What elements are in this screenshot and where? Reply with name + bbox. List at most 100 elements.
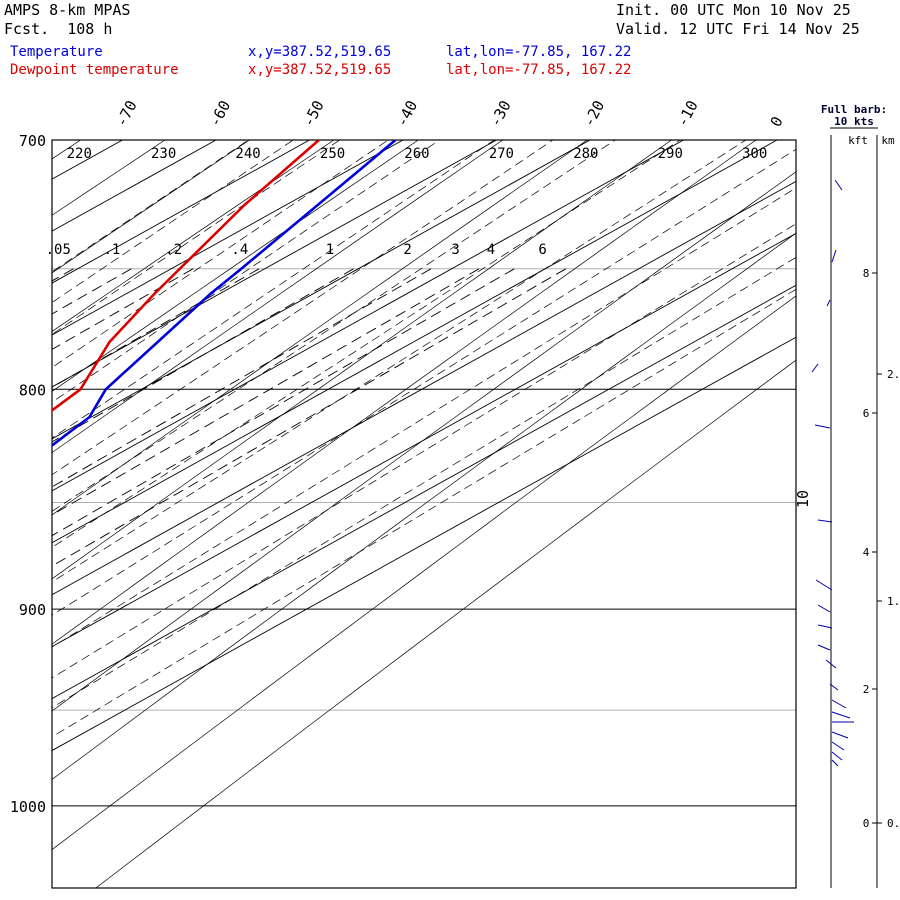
forecast-hour: Fcst. 108 h (4, 20, 113, 38)
dry-adiabat (95, 359, 796, 888)
mixing-ratio-line (52, 268, 567, 567)
dry-adiabat (52, 140, 757, 645)
isotherm-label: -70 (112, 98, 141, 130)
background-lines (0, 140, 796, 888)
moist-adiabat (52, 187, 796, 648)
moist-adiabat (52, 140, 495, 439)
moist-adiabat (52, 140, 441, 403)
mixing-ratio-line (52, 268, 354, 443)
wind-barb (831, 249, 837, 263)
init-time: Init. 00 UTC Mon 10 Nov 25 (616, 1, 851, 19)
wind-barb (831, 759, 839, 767)
mixing-ratio-label: .2 (165, 242, 182, 258)
isotherm-label: -20 (580, 98, 609, 130)
wind-barb (831, 751, 843, 761)
dry-adiabat (52, 140, 335, 332)
theta-label: 270 (489, 146, 514, 162)
moist-adiabat (52, 256, 796, 709)
isotherm-line (52, 140, 591, 440)
moist-adiabat (52, 140, 747, 583)
legend-dewpoint-label: Dewpoint temperature (10, 62, 179, 78)
legend-dewpoint-latlon: lat,lon=-77.85, 167.22 (446, 62, 632, 78)
kft-tick-label: 2 (863, 683, 870, 696)
kft-tick-label: 8 (863, 267, 870, 280)
theta-label: 230 (151, 146, 176, 162)
wind-barb (834, 179, 843, 191)
wind-barb (815, 579, 833, 591)
mixing-ratio-label: 6 (538, 242, 546, 258)
isotherm-label: -60 (206, 98, 235, 130)
plot-border (51, 139, 797, 889)
pressure-label: 900 (19, 601, 46, 619)
theta-label: 250 (320, 146, 345, 162)
wind-panel-units: 10 kts (834, 115, 874, 128)
isotherm-line (0, 140, 29, 888)
moist-adiabat (52, 148, 796, 616)
wind-barb (831, 731, 849, 739)
theta-label: 240 (235, 146, 260, 162)
dry-adiabat (52, 140, 166, 216)
theta-label: 290 (658, 146, 683, 162)
legend-dewpoint-xy: x,y=387.52,519.65 (248, 62, 392, 78)
model-title: AMPS 8-km MPAS (4, 1, 131, 19)
legend-temperature-latlon: lat,lon=-77.85, 167.22 (446, 44, 632, 60)
dry-adiabat (52, 140, 251, 274)
wind-barb (831, 741, 845, 751)
isotherm-line (52, 284, 796, 700)
mixing-ratio-label: 1 (326, 242, 334, 258)
mixing-ratio-label: .4 (231, 242, 248, 258)
km-tick-label: 1. (887, 595, 900, 608)
wind-barb (817, 644, 831, 651)
theta-label: 260 (404, 146, 429, 162)
moist-adiabat (52, 223, 796, 679)
isotherm-line (52, 140, 684, 492)
dry-adiabat (52, 140, 419, 392)
isotherm-line (52, 336, 796, 752)
kft-tick-label: 4 (863, 546, 870, 559)
km-label: km (881, 134, 895, 147)
isotherm-label: -10 (673, 98, 702, 130)
moist-adiabat (52, 140, 616, 512)
kft-label: kft (848, 134, 868, 147)
pressure-label: 700 (19, 132, 46, 150)
legend-temperature-label: Temperature (10, 44, 103, 60)
mixing-ratio-label: .05 (46, 242, 71, 258)
mixing-ratio-line (52, 268, 515, 537)
valid-time: Valid. 12 UTC Fri 14 Nov 25 (616, 20, 860, 38)
profile-series (52, 140, 397, 448)
wind-barb (817, 604, 831, 613)
isotherm-line (52, 140, 404, 336)
wind-barb (829, 683, 839, 691)
mixing-ratio-label: 3 (451, 242, 459, 258)
dry-adiabat (52, 140, 673, 580)
wind-barb (831, 711, 851, 719)
moist-adiabat (52, 140, 554, 476)
moist-adiabat (52, 140, 389, 368)
dry-adiabat (52, 232, 796, 780)
wind-barb-panel: Full barb:10 kts kft km 8 6 4 2 0 2. 1. 0. (811, 103, 900, 888)
isotherm-label: -40 (393, 98, 422, 130)
pressure-label: 800 (19, 381, 46, 399)
axis-labels: 700 800 900 1000 -70 -60 -50 -40 -30 -20 -10 0 10 220… (10, 98, 812, 816)
km-tick-label: 2. (887, 368, 900, 381)
mixing-ratio-line (52, 268, 432, 488)
isotherm-label: 0 (767, 113, 787, 129)
theta-label: 300 (742, 146, 767, 162)
km-tick-label: 0. (887, 817, 900, 830)
wind-barb (825, 659, 837, 669)
wind-barb (817, 519, 833, 523)
kft-tick-label: 0 (863, 817, 870, 830)
dry-adiabat (52, 171, 796, 712)
theta-label: 220 (67, 146, 92, 162)
dewpoint-line (52, 140, 320, 412)
moist-adiabat (52, 140, 294, 303)
moist-adiabat (52, 140, 341, 335)
temperature-line (52, 140, 397, 448)
mixing-ratio-line (52, 268, 480, 516)
legend-temperature-xy: x,y=387.52,519.65 (248, 44, 392, 60)
dry-adiabat (52, 140, 504, 453)
dry-adiabat (52, 295, 796, 851)
plot-frame (51, 139, 797, 889)
wind-barb (831, 699, 847, 709)
